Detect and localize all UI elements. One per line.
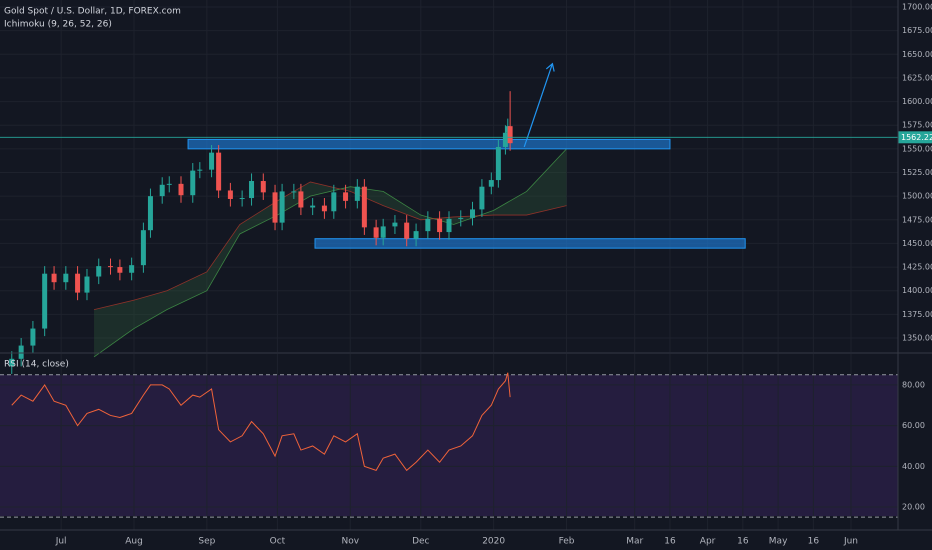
candle-body bbox=[298, 191, 304, 208]
x-tick-label: Oct bbox=[270, 537, 286, 547]
y-tick-label: 1500.00 bbox=[902, 192, 932, 201]
y-tick-label: 1625.00 bbox=[902, 73, 932, 82]
x-tick-label: Nov bbox=[341, 537, 359, 547]
y-tick-label: 40.00 bbox=[902, 462, 925, 471]
candle-body bbox=[331, 192, 337, 212]
candle-body bbox=[272, 192, 278, 223]
ichimoku-cloud bbox=[94, 148, 567, 357]
rsi-background bbox=[0, 375, 898, 516]
candle-body bbox=[96, 266, 102, 277]
candle-body bbox=[140, 230, 146, 266]
x-tick-label: Feb bbox=[559, 537, 575, 547]
candle-body bbox=[216, 152, 222, 191]
chart-title: Gold Spot / U.S. Dollar, 1D, FOREX.com bbox=[4, 7, 181, 17]
y-tick-label: 1575.00 bbox=[902, 121, 932, 130]
candle-body bbox=[507, 126, 513, 144]
rsi-line bbox=[11, 372, 511, 472]
candle-body bbox=[488, 180, 494, 187]
y-tick-label: 1400.00 bbox=[902, 286, 932, 295]
indicator-label: Ichimoku (9, 26, 52, 26) bbox=[4, 20, 112, 30]
candle-body bbox=[117, 267, 123, 273]
x-tick-label: 16 bbox=[737, 537, 749, 547]
candle-body bbox=[458, 217, 464, 219]
y-tick-label: 1425.00 bbox=[902, 263, 932, 272]
candle-body bbox=[470, 209, 476, 218]
candle-body bbox=[227, 190, 233, 199]
x-tick-label: Aug bbox=[125, 537, 143, 547]
y-tick-label: 1475.00 bbox=[902, 215, 932, 224]
y-tick-label: 60.00 bbox=[902, 421, 925, 430]
candle-body bbox=[425, 218, 431, 232]
candle-body bbox=[107, 266, 113, 268]
candle-body bbox=[30, 328, 36, 346]
candle-body bbox=[495, 146, 501, 181]
y-tick-label: 1600.00 bbox=[902, 97, 932, 106]
candle-body bbox=[9, 358, 15, 367]
arrow bbox=[523, 63, 554, 148]
candle-body bbox=[343, 192, 349, 201]
y-tick-label: 1700.00 bbox=[902, 2, 932, 11]
y-tick-label: 1550.00 bbox=[902, 144, 932, 153]
x-tick-label: Dec bbox=[412, 537, 429, 547]
candle-body bbox=[178, 183, 184, 196]
candle-body bbox=[361, 186, 367, 228]
candle-body bbox=[239, 198, 245, 200]
y-tick-label: 80.00 bbox=[902, 380, 925, 389]
y-tick-label: 1450.00 bbox=[902, 239, 932, 248]
arrow-head bbox=[545, 62, 555, 72]
y-tick-label: 1350.00 bbox=[902, 334, 932, 343]
candle-body bbox=[84, 276, 90, 293]
candle-body bbox=[197, 169, 203, 171]
candle-body bbox=[413, 231, 419, 239]
y-tick-label: 1650.00 bbox=[902, 50, 932, 59]
x-tick-label: Sep bbox=[198, 537, 215, 547]
senkou-span-a bbox=[93, 148, 567, 358]
x-tick-label: 16 bbox=[664, 537, 676, 547]
zone bbox=[314, 238, 746, 249]
candle-body bbox=[63, 273, 69, 283]
candle-body bbox=[190, 170, 196, 196]
last-price-tag bbox=[898, 131, 932, 144]
candle-body bbox=[159, 184, 165, 197]
candle-body bbox=[373, 227, 379, 238]
candle-body bbox=[404, 222, 410, 239]
candle-body bbox=[129, 265, 135, 273]
candle-body bbox=[437, 218, 443, 233]
candle-body bbox=[51, 273, 57, 283]
candle-body bbox=[260, 181, 266, 193]
candle-body bbox=[321, 205, 327, 212]
x-tick-label: Jun bbox=[843, 537, 858, 547]
x-tick-label: 16 bbox=[808, 537, 820, 547]
candle-body bbox=[392, 222, 398, 227]
candle-body bbox=[75, 273, 81, 293]
last-price-label: 1562.22 bbox=[901, 133, 932, 142]
senkou-span-b bbox=[93, 181, 567, 311]
candle-body bbox=[310, 205, 316, 208]
candle-body bbox=[249, 181, 255, 199]
x-tick-label: May bbox=[769, 537, 788, 547]
candle-body bbox=[42, 273, 48, 329]
candle-body bbox=[147, 196, 153, 231]
candle-body bbox=[291, 191, 297, 193]
candle-body bbox=[354, 186, 360, 201]
candle-body bbox=[166, 183, 172, 185]
rsi-title: RSI (14, close) bbox=[4, 360, 69, 370]
x-tick-label: Jul bbox=[55, 537, 67, 547]
candle-body bbox=[209, 152, 215, 170]
candle-body bbox=[479, 186, 485, 210]
candle-body bbox=[446, 218, 452, 233]
y-tick-label: 1675.00 bbox=[902, 26, 932, 35]
candle-body bbox=[380, 226, 386, 238]
candle-body bbox=[502, 132, 508, 147]
x-tick-label: Mar bbox=[626, 537, 643, 547]
candle-body bbox=[279, 191, 285, 223]
y-tick-label: 1375.00 bbox=[902, 310, 932, 319]
y-tick-label: 20.00 bbox=[902, 503, 925, 512]
candle-body bbox=[18, 345, 24, 359]
x-tick-label: Apr bbox=[700, 537, 716, 547]
x-tick-label: 2020 bbox=[482, 537, 505, 547]
y-tick-label: 1525.00 bbox=[902, 168, 932, 177]
zone bbox=[187, 138, 671, 150]
